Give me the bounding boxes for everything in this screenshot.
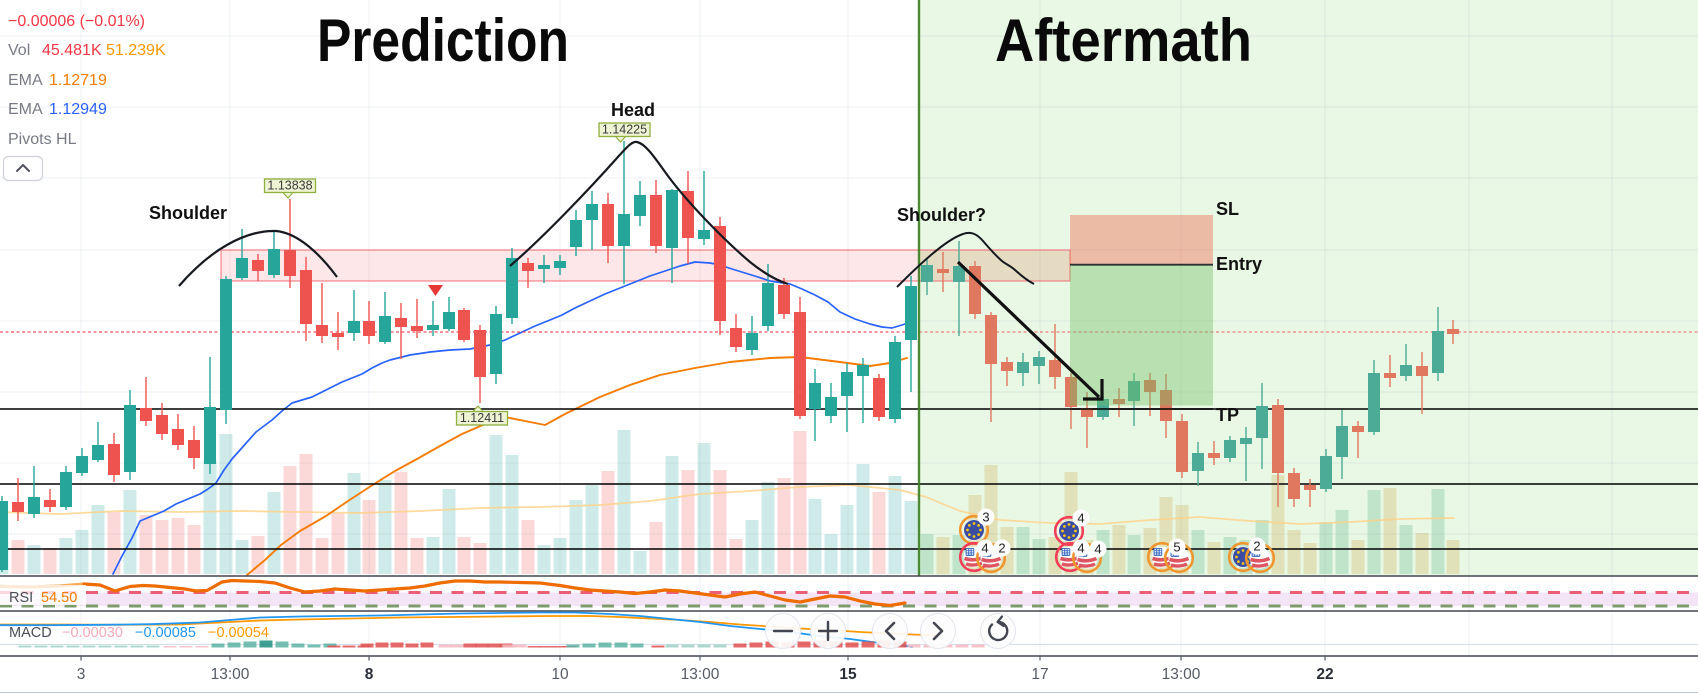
svg-text:2: 2 (998, 541, 1005, 556)
svg-text:EMA: EMA (8, 101, 43, 118)
svg-text:Shoulder?: Shoulder? (897, 205, 986, 225)
svg-text:3: 3 (77, 666, 86, 683)
svg-text:13:00: 13:00 (681, 666, 720, 683)
svg-text:−0.00054: −0.00054 (208, 625, 269, 641)
svg-text:SL: SL (1216, 199, 1239, 219)
svg-text:EMA: EMA (8, 72, 43, 89)
svg-text:15: 15 (839, 666, 857, 683)
svg-text:5: 5 (1173, 540, 1180, 555)
svg-text:13:00: 13:00 (211, 666, 250, 683)
svg-text:−0.00030: −0.00030 (62, 625, 123, 641)
svg-text:3: 3 (982, 510, 989, 525)
svg-text:1.13838: 1.13838 (267, 179, 312, 193)
svg-text:2: 2 (1253, 539, 1260, 554)
svg-text:Aftermath: Aftermath (995, 7, 1252, 74)
svg-text:Head: Head (611, 100, 655, 120)
svg-text:45.481K: 45.481K (42, 42, 102, 59)
svg-text:Pivots HL: Pivots HL (8, 131, 77, 148)
svg-text:RSI: RSI (9, 590, 33, 606)
svg-text:4: 4 (1077, 541, 1084, 556)
svg-text:4: 4 (1094, 542, 1101, 557)
svg-text:1.12411: 1.12411 (460, 411, 504, 425)
svg-text:−0.00006 (−0.01%): −0.00006 (−0.01%) (8, 13, 145, 30)
svg-text:Vol: Vol (8, 42, 30, 59)
svg-text:Prediction: Prediction (317, 7, 569, 74)
svg-text:−0.00085: −0.00085 (135, 625, 196, 641)
svg-text:4: 4 (1077, 511, 1084, 526)
svg-text:Entry: Entry (1216, 254, 1262, 274)
svg-text:1.14225: 1.14225 (602, 123, 647, 137)
svg-text:10: 10 (551, 666, 569, 683)
svg-text:TP: TP (1216, 405, 1239, 425)
svg-text:8: 8 (365, 666, 374, 683)
svg-text:13:00: 13:00 (1162, 666, 1201, 683)
svg-text:17: 17 (1031, 666, 1048, 683)
svg-text:1.12949: 1.12949 (49, 101, 107, 118)
svg-text:1.12719: 1.12719 (49, 72, 107, 89)
svg-text:MACD: MACD (9, 625, 52, 641)
svg-text:22: 22 (1316, 666, 1333, 683)
svg-text:Shoulder: Shoulder (149, 203, 227, 223)
svg-text:4: 4 (981, 541, 988, 556)
svg-text:54.50: 54.50 (41, 590, 77, 606)
svg-text:51.239K: 51.239K (106, 42, 166, 59)
